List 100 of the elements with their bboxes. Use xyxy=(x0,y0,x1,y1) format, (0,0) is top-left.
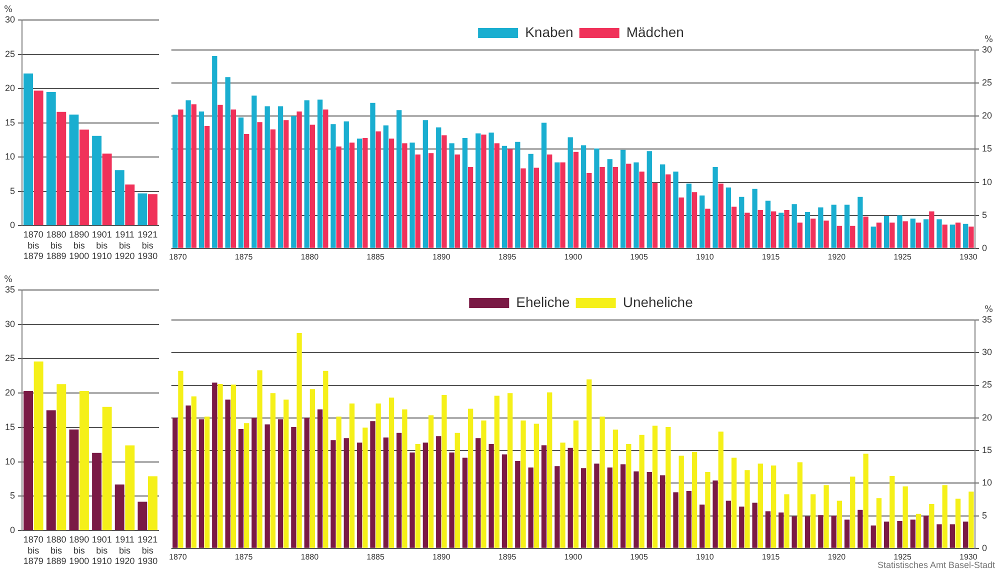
bar xyxy=(792,204,797,248)
bar xyxy=(771,211,776,248)
x-tick-label: 1895 xyxy=(498,552,517,562)
bar xyxy=(850,226,856,248)
bar xyxy=(916,222,922,248)
bar xyxy=(264,424,270,548)
bar xyxy=(24,73,34,226)
bar xyxy=(238,117,244,248)
bar xyxy=(836,226,842,248)
bar xyxy=(114,170,124,226)
bar xyxy=(468,408,474,548)
bar xyxy=(520,420,526,548)
bar xyxy=(924,516,929,548)
bar xyxy=(225,400,230,548)
bar xyxy=(824,485,829,548)
x-tick-label: 1925 xyxy=(894,252,912,262)
bar xyxy=(910,520,916,548)
x-tick-label: 1870 xyxy=(169,552,188,562)
bar xyxy=(212,382,218,548)
bar xyxy=(410,142,415,248)
bar xyxy=(148,194,158,226)
bar xyxy=(963,522,968,548)
bar xyxy=(148,476,158,530)
bar xyxy=(428,153,434,248)
bar xyxy=(890,222,895,248)
bar xyxy=(634,162,639,248)
bar xyxy=(476,438,481,548)
y-tick-label: 5 xyxy=(982,210,988,220)
bar xyxy=(330,440,336,548)
bar xyxy=(916,514,922,548)
bar xyxy=(270,393,276,548)
bar xyxy=(515,460,520,548)
bar xyxy=(370,421,376,548)
bar xyxy=(330,124,336,248)
bar xyxy=(46,410,56,530)
bar xyxy=(778,212,784,248)
y-axis-title: % xyxy=(4,4,13,15)
bar xyxy=(784,210,790,248)
x-tick-label: 1930 xyxy=(960,552,978,562)
bar xyxy=(317,100,323,248)
y-tick-label: 15 xyxy=(4,422,16,432)
x-tick-label: 1920 xyxy=(828,252,846,262)
legend-label: Uneheliche xyxy=(622,294,694,310)
bar xyxy=(278,106,284,248)
bar xyxy=(607,467,612,548)
y-axis-title: % xyxy=(4,274,13,285)
bar xyxy=(600,167,605,248)
bar xyxy=(560,162,566,248)
bar xyxy=(673,172,678,248)
bar xyxy=(929,211,934,248)
bar xyxy=(422,120,428,248)
bar xyxy=(594,464,600,548)
bar xyxy=(718,184,724,248)
bar xyxy=(639,172,644,248)
bar xyxy=(744,212,750,248)
bar xyxy=(442,395,447,548)
bar xyxy=(534,168,540,248)
y-tick-label: 10 xyxy=(4,152,16,162)
bar xyxy=(936,524,942,548)
bar xyxy=(771,466,776,548)
x-tick-label: 1901 bis 1910 xyxy=(92,229,112,262)
bar xyxy=(436,436,442,548)
bar xyxy=(870,226,876,248)
bar xyxy=(402,409,408,548)
bar xyxy=(102,154,112,226)
bar xyxy=(244,134,250,248)
bar xyxy=(692,452,698,548)
bar xyxy=(56,384,66,530)
bar xyxy=(428,415,434,548)
x-tick-label: 1911 bis 1920 xyxy=(114,229,135,262)
bar xyxy=(765,200,771,248)
bar xyxy=(362,138,368,248)
x-tick-label: 1910 xyxy=(696,552,714,562)
bar xyxy=(884,522,890,548)
y-tick-label: 30 xyxy=(982,347,992,358)
bar xyxy=(924,219,929,248)
bar xyxy=(554,466,560,548)
bar xyxy=(349,142,355,248)
bar xyxy=(804,212,810,248)
bar xyxy=(186,405,191,548)
bar xyxy=(804,516,810,548)
bar xyxy=(726,500,732,548)
y-tick-label: 5 xyxy=(10,490,16,501)
bar xyxy=(481,420,486,548)
bar xyxy=(844,520,850,548)
bar xyxy=(528,467,534,548)
x-tick-label: 1885 xyxy=(366,252,385,262)
y-tick-label: 10 xyxy=(982,478,992,488)
bar xyxy=(344,121,349,248)
bar xyxy=(46,92,56,226)
bar xyxy=(488,132,494,248)
x-tick-label: 1890 xyxy=(432,552,451,562)
bar xyxy=(844,204,850,248)
bar xyxy=(876,222,882,248)
legend-label: Knaben xyxy=(525,24,574,40)
bar xyxy=(568,448,573,548)
bar xyxy=(34,90,44,226)
y-tick-label: 15 xyxy=(982,445,992,455)
bar xyxy=(594,148,600,248)
bar xyxy=(573,420,579,548)
